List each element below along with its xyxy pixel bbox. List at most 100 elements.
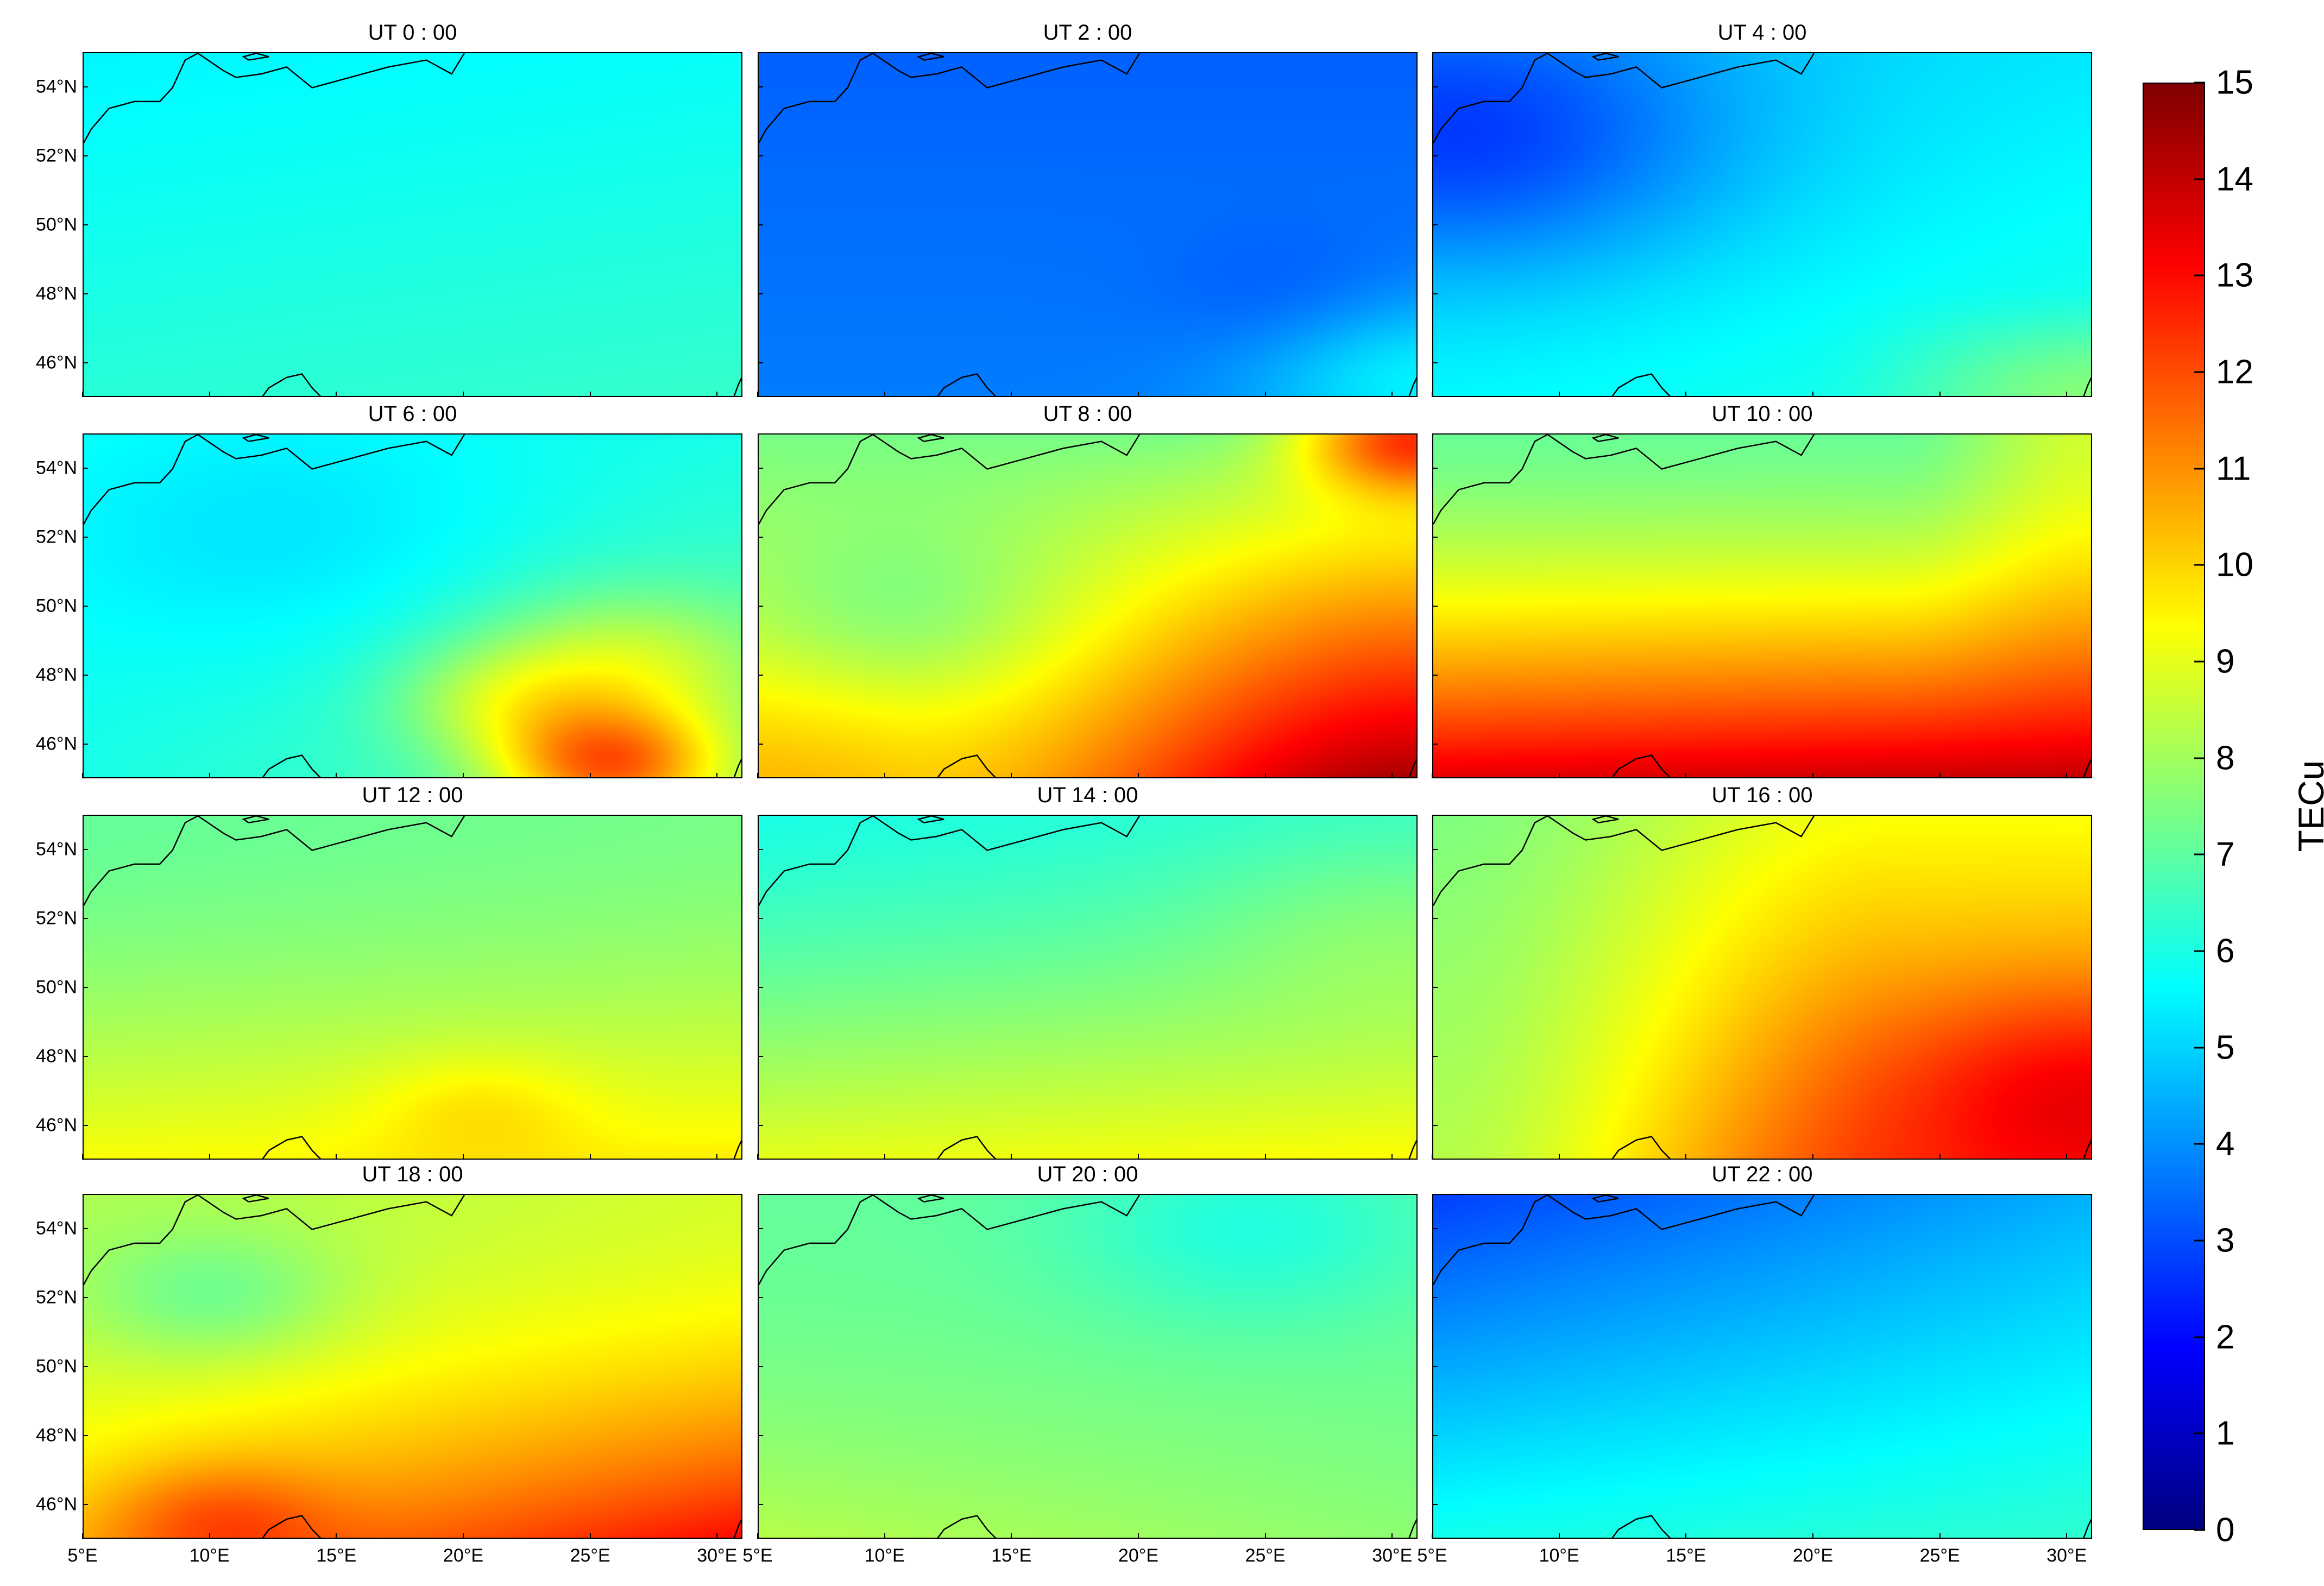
longitude-tick-label: 20°E (1118, 1545, 1158, 1566)
colorbar-tick-mark (2194, 853, 2205, 855)
longitude-tick-mark (1558, 1154, 1560, 1160)
coastline-overlay (759, 435, 1416, 777)
latitude-tick-mark (758, 155, 763, 156)
colorbar-tick-label: 3 (2216, 1222, 2235, 1260)
panel-title: UT 10 : 00 (1711, 402, 1813, 426)
longitude-tick-mark (82, 392, 83, 397)
coastline (1408, 1518, 1416, 1538)
latitude-tick-label: 50°N (36, 1356, 77, 1376)
latitude-tick-mark (1432, 1297, 1438, 1298)
longitude-tick-mark (209, 773, 210, 778)
longitude-tick-mark (336, 773, 337, 778)
latitude-tick-mark (1432, 1434, 1438, 1436)
map-panel: UT 0 : 00 54°N 52°N 50°N 48°N 46°N (36, 21, 742, 397)
longitude-tick-mark (1685, 392, 1687, 397)
coastline (1408, 376, 1416, 396)
longitude-tick-mark (336, 1154, 337, 1160)
coastline-overlay (759, 53, 1416, 396)
coastline (2083, 1518, 2091, 1538)
map-frame (758, 1194, 1418, 1539)
latitude-tick-label: 48°N (36, 664, 77, 685)
colorbar-tick-label: 4 (2216, 1125, 2235, 1163)
latitude-tick-label: 46°N (36, 352, 77, 373)
longitude-tick-mark (1939, 392, 1941, 397)
latitude-tick-mark (83, 1055, 88, 1057)
coastline-overlay (759, 1195, 1416, 1538)
latitude-tick-mark (83, 1434, 88, 1436)
longitude-tick-mark (336, 392, 337, 397)
coastline (262, 373, 322, 396)
longitude-tick-label: 15°E (1666, 1545, 1706, 1566)
latitude-tick-mark (1432, 362, 1438, 363)
latitude-tick-mark (1432, 743, 1438, 745)
latitude-tick-mark (83, 1503, 88, 1505)
coastline-overlay (1433, 53, 2091, 396)
map-frame (758, 52, 1418, 397)
longitude-tick-mark (1432, 773, 1433, 778)
longitude-tick-mark (884, 773, 885, 778)
colorbar-tick-mark (2194, 1529, 2205, 1531)
longitude-tick-mark (209, 1154, 210, 1160)
coastline-overlay (759, 816, 1416, 1159)
latitude-tick-mark (83, 362, 88, 363)
tec-heatmap (759, 53, 1416, 396)
coastline-overlay (1433, 1195, 2091, 1538)
coastline (262, 1136, 322, 1159)
coastline (262, 754, 322, 777)
colorbar-tick-mark (2194, 468, 2205, 470)
longitude-tick-mark (1558, 1533, 1560, 1539)
tec-heatmap (1433, 816, 2091, 1159)
colorbar-tick-mark (2194, 1143, 2205, 1145)
latitude-tick-mark (758, 743, 763, 745)
longitude-tick-mark (336, 1533, 337, 1539)
longitude-tick-mark (589, 392, 591, 397)
coastline (84, 435, 465, 525)
longitude-tick-mark (884, 1154, 885, 1160)
colorbar-gradient (2144, 84, 2204, 1529)
longitude-tick-mark (1137, 1154, 1139, 1160)
latitude-tick-label: 52°N (36, 1287, 77, 1307)
coastline (1408, 1139, 1416, 1159)
latitude-tick-mark (1432, 1124, 1438, 1126)
coastline (937, 373, 997, 396)
latitude-tick-label: 48°N (36, 1425, 77, 1445)
coastline (937, 1515, 997, 1538)
panel-title: UT 8 : 00 (1043, 402, 1132, 426)
colorbar-tick-mark (2194, 81, 2205, 84)
coastline (733, 376, 741, 396)
panel-title: UT 6 : 00 (368, 402, 457, 426)
longitude-tick-mark (1939, 1154, 1941, 1160)
latitude-tick-mark (1432, 1503, 1438, 1505)
coastline (1433, 816, 1815, 906)
coastline-overlay (1433, 816, 2091, 1159)
latitude-tick-label: 54°N (36, 76, 77, 97)
latitude-tick-mark (83, 986, 88, 988)
latitude-tick-mark (758, 1365, 763, 1367)
colorbar-tick-label: 10 (2216, 546, 2253, 584)
longitude-tick-mark (716, 773, 718, 778)
longitude-tick-label: 30°E (2046, 1545, 2087, 1566)
longitude-tick-mark (209, 1533, 210, 1539)
coastline (2083, 758, 2091, 777)
coastline (84, 1195, 465, 1285)
colorbar-tick-label: 2 (2216, 1318, 2235, 1356)
latitude-tick-mark (83, 86, 88, 87)
latitude-tick-mark (758, 1055, 763, 1057)
latitude-tick-mark (758, 86, 763, 87)
coastline-overlay (84, 816, 741, 1159)
latitude-tick-mark (1432, 155, 1438, 156)
map-panel: UT 14 : 00 (757, 783, 1418, 1160)
latitude-tick-mark (83, 1228, 88, 1229)
latitude-tick-mark (83, 1297, 88, 1298)
panel-title: UT 18 : 00 (362, 1162, 463, 1186)
map-panel: UT 20 : 00 5°E 10°E 15°E 20°E 25°E 30°E (742, 1162, 1418, 1566)
coastline (84, 53, 465, 143)
tec-heatmap (759, 435, 1416, 777)
latitude-tick-mark (758, 1124, 763, 1126)
latitude-tick-mark (1432, 674, 1438, 676)
colorbar-tick-mark (2194, 564, 2205, 566)
longitude-tick-mark (1685, 773, 1687, 778)
coastline (733, 758, 741, 777)
colorbar-tick-label: 1 (2216, 1414, 2235, 1452)
latitude-tick-mark (758, 674, 763, 676)
